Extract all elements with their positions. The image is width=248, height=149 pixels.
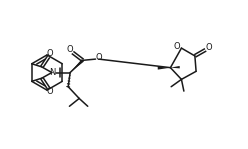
Text: O: O	[205, 43, 212, 52]
Polygon shape	[158, 67, 170, 70]
Polygon shape	[170, 66, 180, 68]
Polygon shape	[70, 59, 84, 73]
Text: O: O	[95, 53, 102, 62]
Text: O: O	[47, 87, 53, 96]
Text: O: O	[174, 42, 181, 51]
Text: O: O	[47, 49, 53, 58]
Text: O: O	[66, 45, 73, 54]
Text: N: N	[49, 68, 56, 77]
